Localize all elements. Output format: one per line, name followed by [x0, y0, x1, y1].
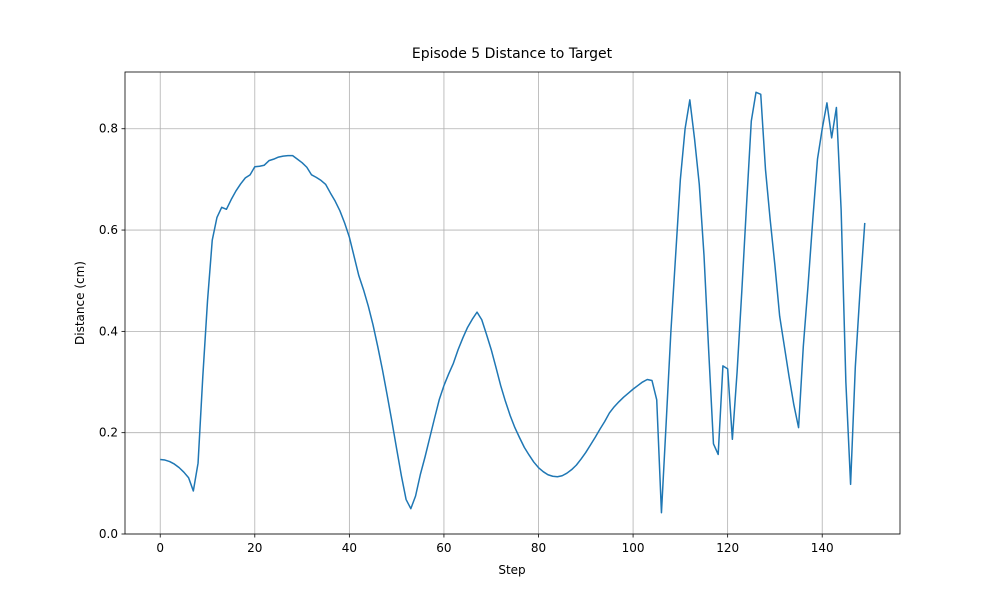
x-tick-label: 40 — [342, 541, 357, 555]
x-tick-label: 140 — [811, 541, 834, 555]
x-tick-label: 20 — [247, 541, 262, 555]
y-axis-label: Distance (cm) — [73, 261, 87, 345]
axes-frame — [124, 71, 901, 535]
data-line — [160, 91, 866, 514]
chart-title: Episode 5 Distance to Target — [412, 46, 613, 62]
y-tick-label: 0.0 — [99, 527, 118, 541]
y-tick-label: 0.6 — [99, 223, 118, 237]
x-axis-label: Step — [498, 563, 525, 577]
x-tick-label: 0 — [156, 541, 164, 555]
y-tick-label: 0.2 — [99, 426, 118, 440]
x-tick-label: 60 — [436, 541, 451, 555]
y-tick-label: 0.8 — [99, 122, 118, 136]
y-tick-label: 0.4 — [99, 324, 118, 338]
x-tick-label: 120 — [716, 541, 739, 555]
x-tick-label: 100 — [622, 541, 645, 555]
x-tick-label: 80 — [531, 541, 546, 555]
